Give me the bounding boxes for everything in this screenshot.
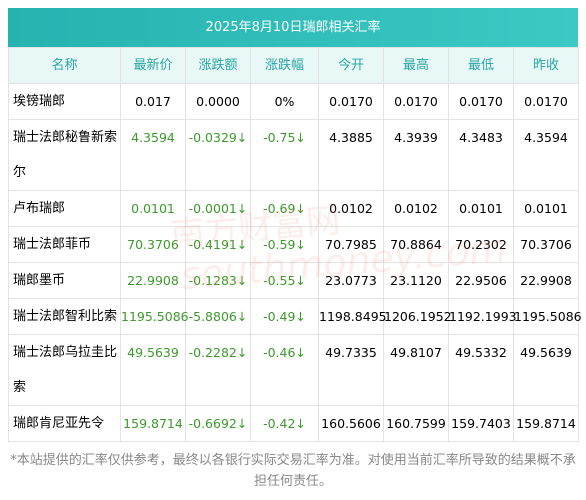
value-cell: 4.3885: [318, 119, 384, 191]
name-cell: 瑞士法郎菲币: [8, 226, 121, 263]
value-cell: 0.0101: [120, 190, 186, 227]
value-cell: -0.42↓: [250, 405, 319, 442]
value-cell: 70.8864: [383, 226, 449, 263]
value-cell: -0.4191↓: [185, 226, 251, 263]
value-cell: 70.2302: [448, 226, 514, 263]
table-title: 2025年8月10日瑞郎相关汇率: [8, 8, 578, 47]
value-cell: 4.3483: [448, 119, 514, 191]
value-cell: 0.0170: [513, 83, 579, 120]
value-cell: 4.3594: [513, 119, 579, 191]
value-cell: 22.9908: [120, 262, 186, 299]
value-cell: 1198.8495: [318, 298, 387, 335]
value-cell: 70.7985: [318, 226, 384, 263]
name-cell: 埃镑瑞郎: [8, 83, 121, 120]
value-cell: -0.55↓: [250, 262, 319, 299]
table-row: 埃镑瑞郎 0.017 0.0000 0% 0.0170 0.0170 0.0170 0.017…: [8, 83, 579, 120]
header-cell: 最高: [383, 47, 449, 84]
value-cell: 0.0101: [513, 190, 579, 227]
value-cell: -0.0329↓: [185, 119, 251, 191]
table-row: 瑞士法郎乌拉圭比索 49.5639 -0.2282↓ -0.46↓ 49.7335 49.…: [8, 334, 579, 406]
value-cell: 0.017: [120, 83, 186, 120]
value-cell: 4.3939: [383, 119, 449, 191]
rate-table: 名称 最新价 涨跌额 涨跌幅 今开 最高 最低 昨收 埃镑瑞郎 0.017 0.0000 0% 0.0…: [8, 47, 582, 442]
value-cell: 0.0170: [318, 83, 384, 120]
value-cell: -5.8806↓: [185, 298, 251, 335]
name-cell: 卢布瑞郎: [8, 190, 121, 227]
table-row: 卢布瑞郎 0.0101 -0.0001↓ -0.69↓ 0.0102 0.0102 0.01…: [8, 190, 579, 227]
table-row: 瑞士法郎智利比索 1195.5086 -5.8806↓ -0.49↓ 1198.8495…: [8, 298, 582, 335]
name-cell: 瑞士法郎智利比索: [8, 298, 121, 335]
value-cell: 70.3706: [513, 226, 579, 263]
header-cell: 涨跌额: [185, 47, 251, 84]
value-cell: 159.8714: [120, 405, 186, 442]
value-cell: 23.1120: [383, 262, 449, 299]
header-cell: 名称: [8, 47, 121, 84]
header-cell: 昨收: [513, 47, 579, 84]
value-cell: -0.59↓: [250, 226, 319, 263]
value-cell: -0.1283↓: [185, 262, 251, 299]
value-cell: 70.3706: [120, 226, 186, 263]
value-cell: -0.69↓: [250, 190, 319, 227]
value-cell: 0.0102: [318, 190, 384, 227]
value-cell: -0.0001↓: [185, 190, 251, 227]
table-row: 瑞士法郎秘鲁新索尔 4.3594 -0.0329↓ -0.75↓ 4.3885 4.393…: [8, 119, 579, 191]
disclaimer: *本站提供的汇率仅供参考，最终以各银行实际交易汇率为准。对使用当前汇率所导致的结…: [10, 453, 576, 489]
header-row: 名称 最新价 涨跌额 涨跌幅 今开 最高 最低 昨收: [8, 47, 579, 84]
value-cell: 22.9908: [513, 262, 579, 299]
value-cell: 49.5332: [448, 334, 514, 406]
header-cell: 涨跌幅: [250, 47, 319, 84]
name-cell: 瑞郎肯尼亚先令: [8, 405, 121, 442]
header-cell: 今开: [318, 47, 384, 84]
value-cell: 0.0000: [185, 83, 251, 120]
value-cell: 160.7599: [383, 405, 449, 442]
name-cell: 瑞郎墨币: [8, 262, 121, 299]
table-row: 瑞郎墨币 22.9908 -0.1283↓ -0.55↓ 23.0773 23.1120 2…: [8, 262, 579, 299]
value-cell: 0.0170: [448, 83, 514, 120]
table-row: 瑞郎肯尼亚先令 159.8714 -0.6692↓ -0.42↓ 160.5606 160…: [8, 405, 579, 442]
value-cell: 49.8107: [383, 334, 449, 406]
value-cell: 0.0170: [383, 83, 449, 120]
value-cell: -0.46↓: [250, 334, 319, 406]
value-cell: -0.75↓: [250, 119, 319, 191]
value-cell: 159.8714: [513, 405, 579, 442]
value-cell: 159.7403: [448, 405, 514, 442]
value-cell: 0.0101: [448, 190, 514, 227]
value-cell: 49.5639: [513, 334, 579, 406]
value-cell: 1192.1993: [448, 298, 517, 335]
value-cell: 160.5606: [318, 405, 384, 442]
value-cell: 4.3594: [120, 119, 186, 191]
header-cell: 最低: [448, 47, 514, 84]
value-cell: -0.49↓: [250, 298, 319, 335]
value-cell: 1206.1952: [383, 298, 452, 335]
value-cell: 22.9506: [448, 262, 514, 299]
value-cell: 0.0102: [383, 190, 449, 227]
value-cell: 1195.5086: [120, 298, 189, 335]
value-cell: 49.5639: [120, 334, 186, 406]
value-cell: 49.7335: [318, 334, 384, 406]
value-cell: -0.2282↓: [185, 334, 251, 406]
name-cell: 瑞士法郎秘鲁新索尔: [8, 119, 121, 191]
table-row: 瑞士法郎菲币 70.3706 -0.4191↓ -0.59↓ 70.7985 70.886…: [8, 226, 579, 263]
name-cell: 瑞士法郎乌拉圭比索: [8, 334, 121, 406]
value-cell: 0%: [250, 83, 319, 120]
value-cell: 23.0773: [318, 262, 384, 299]
value-cell: -0.6692↓: [185, 405, 251, 442]
value-cell: 1195.5086: [513, 298, 582, 335]
header-cell: 最新价: [120, 47, 186, 84]
